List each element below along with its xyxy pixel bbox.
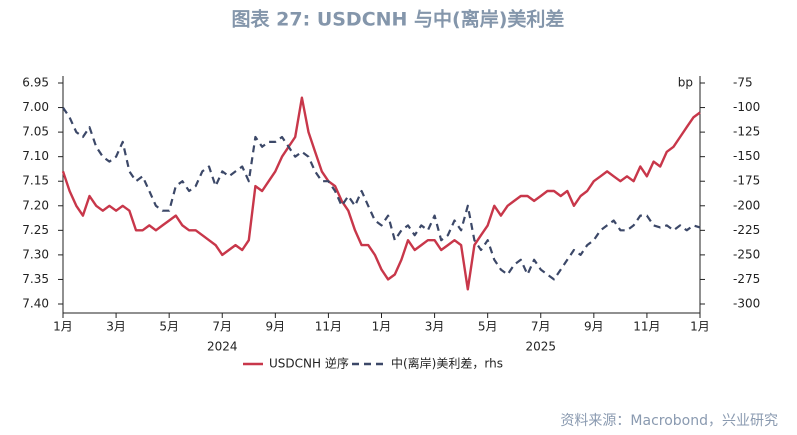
source: 资料来源：Macrobond，兴业研究 — [560, 413, 778, 429]
y-tick-label: 7.05 — [22, 125, 49, 139]
y-tick-label: 7.40 — [22, 297, 49, 311]
x-tick-label: 5月 — [478, 320, 498, 334]
x-group-label: 2024 — [207, 340, 238, 354]
x-group-label: 2025 — [525, 340, 556, 354]
x-tick-label: 3月 — [106, 320, 126, 334]
x-tick-label: 3月 — [425, 320, 445, 334]
y-tick-label: 7.25 — [22, 223, 49, 237]
y2-tick-label: -275 — [733, 272, 760, 286]
y2-unit: bp — [678, 76, 693, 90]
x-tick-label: 9月 — [266, 320, 286, 334]
x-tick-label: 11月 — [315, 320, 342, 334]
x-tick-label: 7月 — [531, 320, 551, 334]
y2-tick-label: -75 — [733, 76, 753, 90]
y-tick-label: 7.35 — [22, 272, 49, 286]
y-tick-label: 6.95 — [22, 76, 49, 90]
x-tick-label: 7月 — [212, 320, 232, 334]
x-tick-label: 9月 — [584, 320, 604, 334]
y-tick-label: 7.15 — [22, 174, 49, 188]
x-tick-label: 1月 — [372, 320, 392, 334]
series-line — [61, 96, 701, 291]
x-tick-label: 1月 — [53, 320, 73, 334]
x-tick-label: 5月 — [159, 320, 179, 334]
chart-title: 图表 27: USDCNH 与中(离岸)美利差 — [232, 8, 565, 31]
y-tick-label: 7.30 — [22, 247, 49, 261]
y-tick-label: 7.10 — [22, 149, 49, 163]
x-tick-label: 11月 — [633, 320, 660, 334]
y2-tick-label: -150 — [733, 149, 760, 163]
legend-label: 中(离岸)美利差，rhs — [391, 356, 503, 371]
y2-tick-label: -225 — [733, 223, 760, 237]
y2-tick-label: -200 — [733, 198, 760, 212]
series-line — [62, 106, 701, 281]
x-tick-label: 1月 — [690, 320, 710, 334]
y-tick-label: 7.00 — [22, 100, 49, 114]
y2-tick-label: -175 — [733, 174, 760, 188]
legend-label: USDCNH 逆序 — [269, 356, 349, 371]
y-tick-label: 7.20 — [22, 198, 49, 212]
y2-tick-label: -100 — [733, 100, 760, 114]
y2-tick-label: -300 — [733, 297, 760, 311]
y2-tick-label: -125 — [733, 125, 760, 139]
y2-tick-label: -250 — [733, 247, 760, 261]
